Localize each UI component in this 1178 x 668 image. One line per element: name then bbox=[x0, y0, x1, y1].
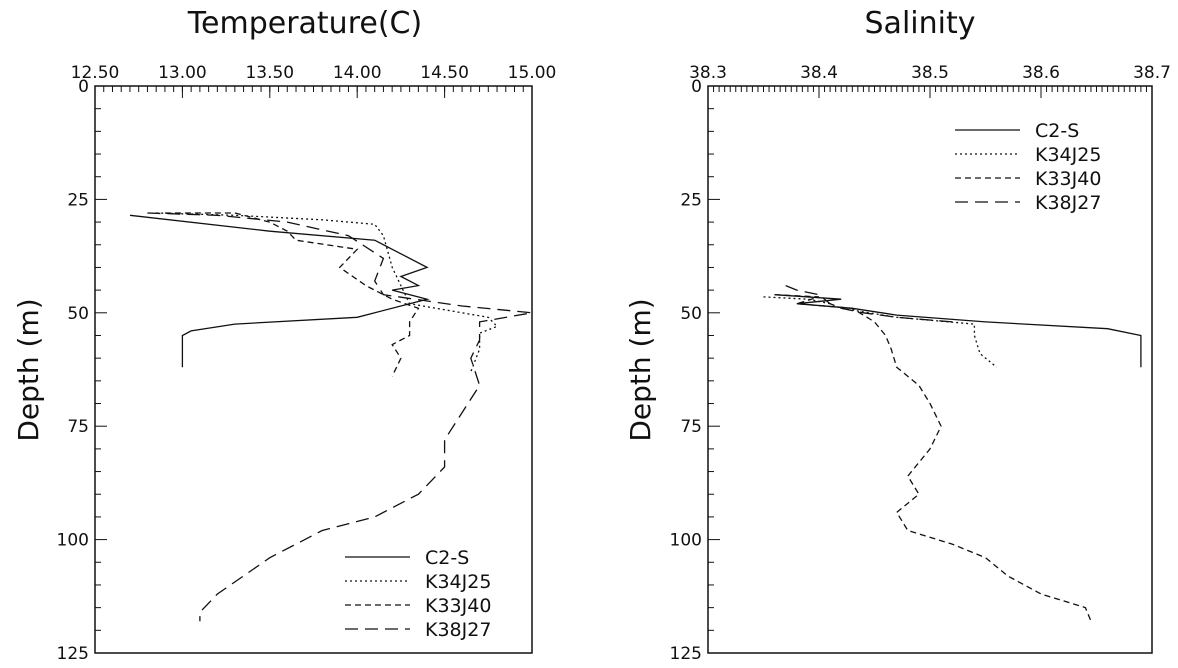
salinity-series-c2-s bbox=[774, 294, 1142, 368]
temperature-x-tick-label: 14.00 bbox=[333, 63, 382, 83]
salinity-y-tick-label: 0 bbox=[691, 77, 702, 97]
salinity-y-tick-label: 100 bbox=[670, 531, 702, 551]
temperature-ticks: 12.50 13.00 13.50 14.00 14.50 15.00 0 25 50 75 100… bbox=[57, 63, 557, 664]
temperature-series-c2-s bbox=[129, 214, 430, 368]
temperature-y-tick-label: 25 bbox=[67, 190, 89, 210]
salinity-series-k38j27 bbox=[785, 284, 953, 323]
temperature-x-tick-label: 14.50 bbox=[420, 63, 469, 83]
temperature-x-tick-label: 13.00 bbox=[158, 63, 207, 83]
salinity-panel: Salinity Depth (m) 38.3 38.4 38.5 38.6 38.7 0… bbox=[624, 6, 1171, 664]
salinity-x-tick-label: 38.6 bbox=[1022, 63, 1060, 83]
salinity-legend-label: K34J25 bbox=[1035, 144, 1101, 166]
salinity-ticks: 38.3 38.4 38.5 38.6 38.7 0 25 50 75 100 125 bbox=[670, 63, 1171, 664]
temperature-legend-label: K34J25 bbox=[425, 571, 491, 593]
salinity-title: Salinity bbox=[865, 6, 976, 41]
temperature-y-tick-label: 0 bbox=[78, 77, 89, 97]
salinity-series bbox=[763, 284, 1142, 622]
salinity-series-k33j40 bbox=[774, 294, 1092, 622]
temperature-legend-label: C2-S bbox=[425, 547, 469, 569]
temperature-y-tick-label: 125 bbox=[57, 644, 89, 664]
temperature-series bbox=[129, 212, 533, 622]
temperature-series-k38j27 bbox=[147, 212, 533, 622]
salinity-x-tick-label: 38.3 bbox=[689, 63, 727, 83]
temperature-legend-label: K33J40 bbox=[425, 595, 491, 617]
salinity-legend-label: K33J40 bbox=[1035, 168, 1101, 190]
salinity-legend-label: K38J27 bbox=[1035, 192, 1101, 214]
salinity-x-tick-label: 38.7 bbox=[1133, 63, 1171, 83]
temperature-title: Temperature(C) bbox=[187, 6, 422, 41]
salinity-legend-label: C2-S bbox=[1035, 120, 1079, 142]
temperature-x-tick-label: 13.50 bbox=[245, 63, 294, 83]
temperature-x-tick-label: 15.00 bbox=[508, 63, 557, 83]
temperature-x-tick-label: 12.50 bbox=[71, 63, 120, 83]
salinity-y-tick-label: 25 bbox=[680, 190, 702, 210]
temperature-series-k33j40 bbox=[164, 212, 420, 377]
salinity-y-axis-label: Depth (m) bbox=[624, 298, 657, 441]
temperature-y-tick-label: 100 bbox=[57, 531, 89, 551]
salinity-y-tick-label: 50 bbox=[680, 304, 702, 324]
salinity-x-tick-label: 38.5 bbox=[911, 63, 949, 83]
salinity-x-tick-label: 38.4 bbox=[800, 63, 838, 83]
temperature-series-k34j25 bbox=[156, 212, 499, 373]
salinity-series-k34j25 bbox=[763, 296, 998, 368]
salinity-y-tick-label: 125 bbox=[670, 644, 702, 664]
temperature-y-axis-label: Depth (m) bbox=[12, 298, 45, 441]
temperature-y-tick-label: 50 bbox=[67, 304, 89, 324]
temperature-panel: Temperature(C) Depth (m) 12.50 13.00 13.50… bbox=[12, 6, 556, 664]
salinity-y-tick-label: 75 bbox=[680, 417, 702, 437]
temperature-y-tick-label: 75 bbox=[67, 417, 89, 437]
temperature-legend-label: K38J27 bbox=[425, 619, 491, 641]
